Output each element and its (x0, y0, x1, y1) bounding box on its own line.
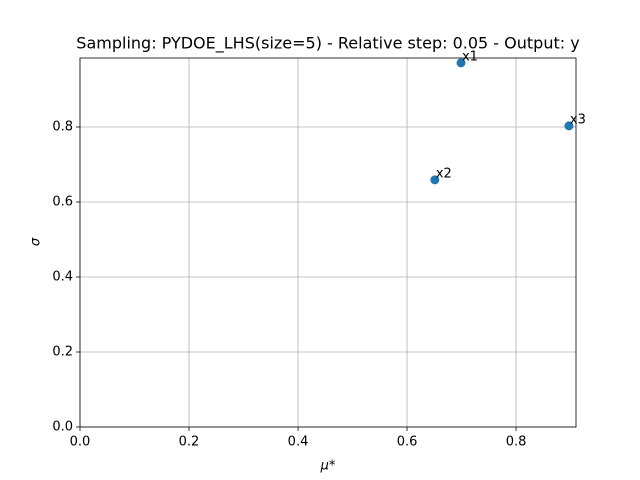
plot-frame (79, 57, 577, 428)
x-tick-label: 0.6 (397, 435, 418, 450)
y-tick-label: 0.0 (52, 420, 73, 435)
x-tick-label: 0.8 (506, 435, 527, 450)
y-tick-label: 0.4 (52, 270, 73, 285)
x-tick-label: 0.4 (288, 435, 309, 450)
point-label: x3 (570, 112, 586, 127)
chart-title: Sampling: PYDOE_LHS(size=5) - Relative s… (76, 34, 579, 54)
y-axis-label: σ (29, 237, 44, 246)
point (456, 58, 466, 68)
point (564, 121, 574, 131)
point-label: x1 (462, 49, 478, 64)
point-label: x2 (436, 166, 452, 181)
y-tick-label: 0.8 (52, 120, 73, 135)
point (430, 175, 440, 185)
x-axis-label: μ* (320, 459, 336, 474)
x-tick-label: 0.2 (179, 435, 200, 450)
x-tick-label: 0.0 (70, 435, 91, 450)
y-tick-label: 0.6 (52, 195, 73, 210)
y-tick-label: 0.2 (52, 345, 73, 360)
